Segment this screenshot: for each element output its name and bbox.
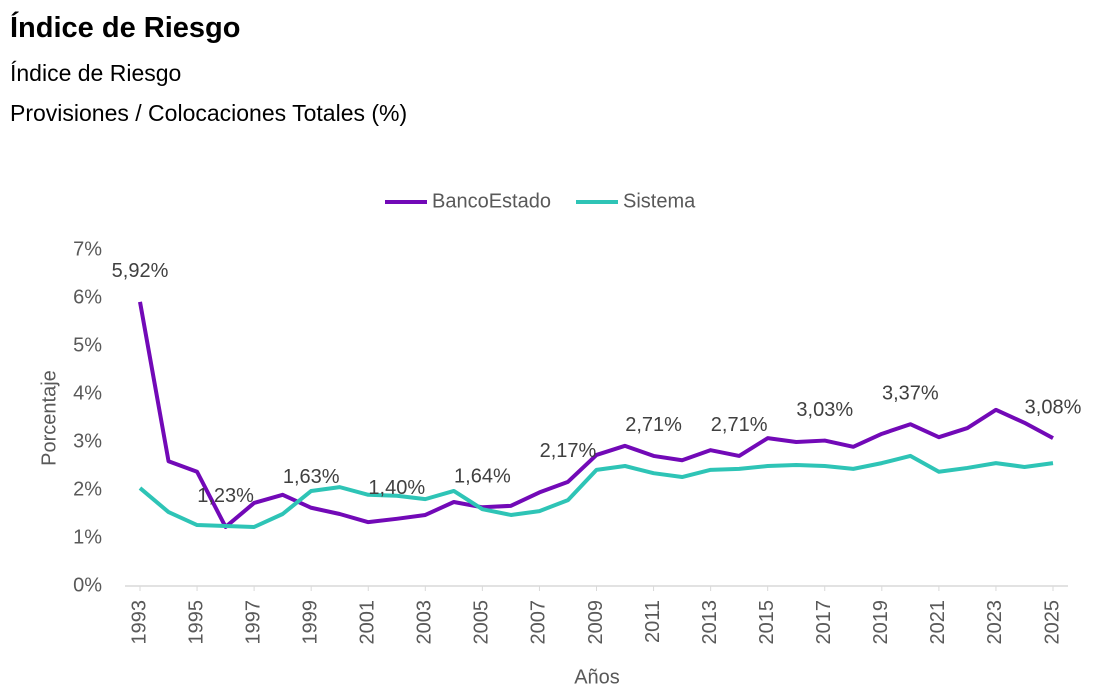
data-label: 3,08% <box>1025 396 1082 418</box>
x-tick-label: 2023 <box>984 600 1006 645</box>
x-tick-label: 2011 <box>642 600 664 643</box>
legend-label: BancoEstado <box>432 190 551 212</box>
y-tick-label: 7% <box>73 238 102 260</box>
x-tick-label: 2003 <box>414 600 436 645</box>
x-tick-label: 2009 <box>585 600 607 645</box>
series-line <box>138 453 1054 529</box>
data-label: 2,71% <box>711 414 768 436</box>
x-axis-title: Años <box>574 666 620 688</box>
x-tick-label: 2019 <box>870 600 892 645</box>
data-label: 1,64% <box>454 466 511 488</box>
data-label: 2,17% <box>540 440 597 462</box>
x-tick-label: 1997 <box>242 600 264 645</box>
x-tick-label: 2021 <box>927 600 949 645</box>
page-description: Provisiones / Colocaciones Totales (%) <box>10 100 408 126</box>
y-tick-label: 5% <box>73 334 102 356</box>
page-title: Índice de Riesgo <box>10 12 241 44</box>
y-axis-title: Porcentaje <box>38 370 60 466</box>
y-tick-label: 2% <box>73 478 102 500</box>
data-label: 5,92% <box>112 260 169 282</box>
data-label: 1,40% <box>368 477 425 499</box>
legend-label: Sistema <box>623 190 696 212</box>
data-label: 1,63% <box>283 466 340 488</box>
y-tick-label: 1% <box>73 526 102 548</box>
y-tick-label: 4% <box>73 382 102 404</box>
x-tick-label: 2005 <box>471 600 493 645</box>
data-label: 2,71% <box>625 414 682 436</box>
data-label: 3,03% <box>796 399 853 421</box>
x-tick-label: 2017 <box>813 600 835 645</box>
series-line <box>138 301 1054 529</box>
x-tick-label: 2025 <box>1041 600 1063 645</box>
x-tick-label: 2015 <box>756 600 778 645</box>
page-subtitle: Índice de Riesgo <box>10 60 182 86</box>
y-tick-label: 3% <box>73 430 102 452</box>
x-tick-label: 1993 <box>128 600 150 645</box>
y-tick-label: 0% <box>73 574 102 596</box>
x-tick-label: 2013 <box>699 600 721 645</box>
data-label: 1,23% <box>197 485 254 507</box>
data-label: 3,37% <box>882 383 939 405</box>
x-tick-label: 2007 <box>528 600 550 645</box>
x-tick-label: 1995 <box>185 600 207 645</box>
y-tick-label: 6% <box>73 286 102 308</box>
x-tick-label: 2001 <box>357 600 379 645</box>
x-tick-label: 1999 <box>299 600 321 645</box>
